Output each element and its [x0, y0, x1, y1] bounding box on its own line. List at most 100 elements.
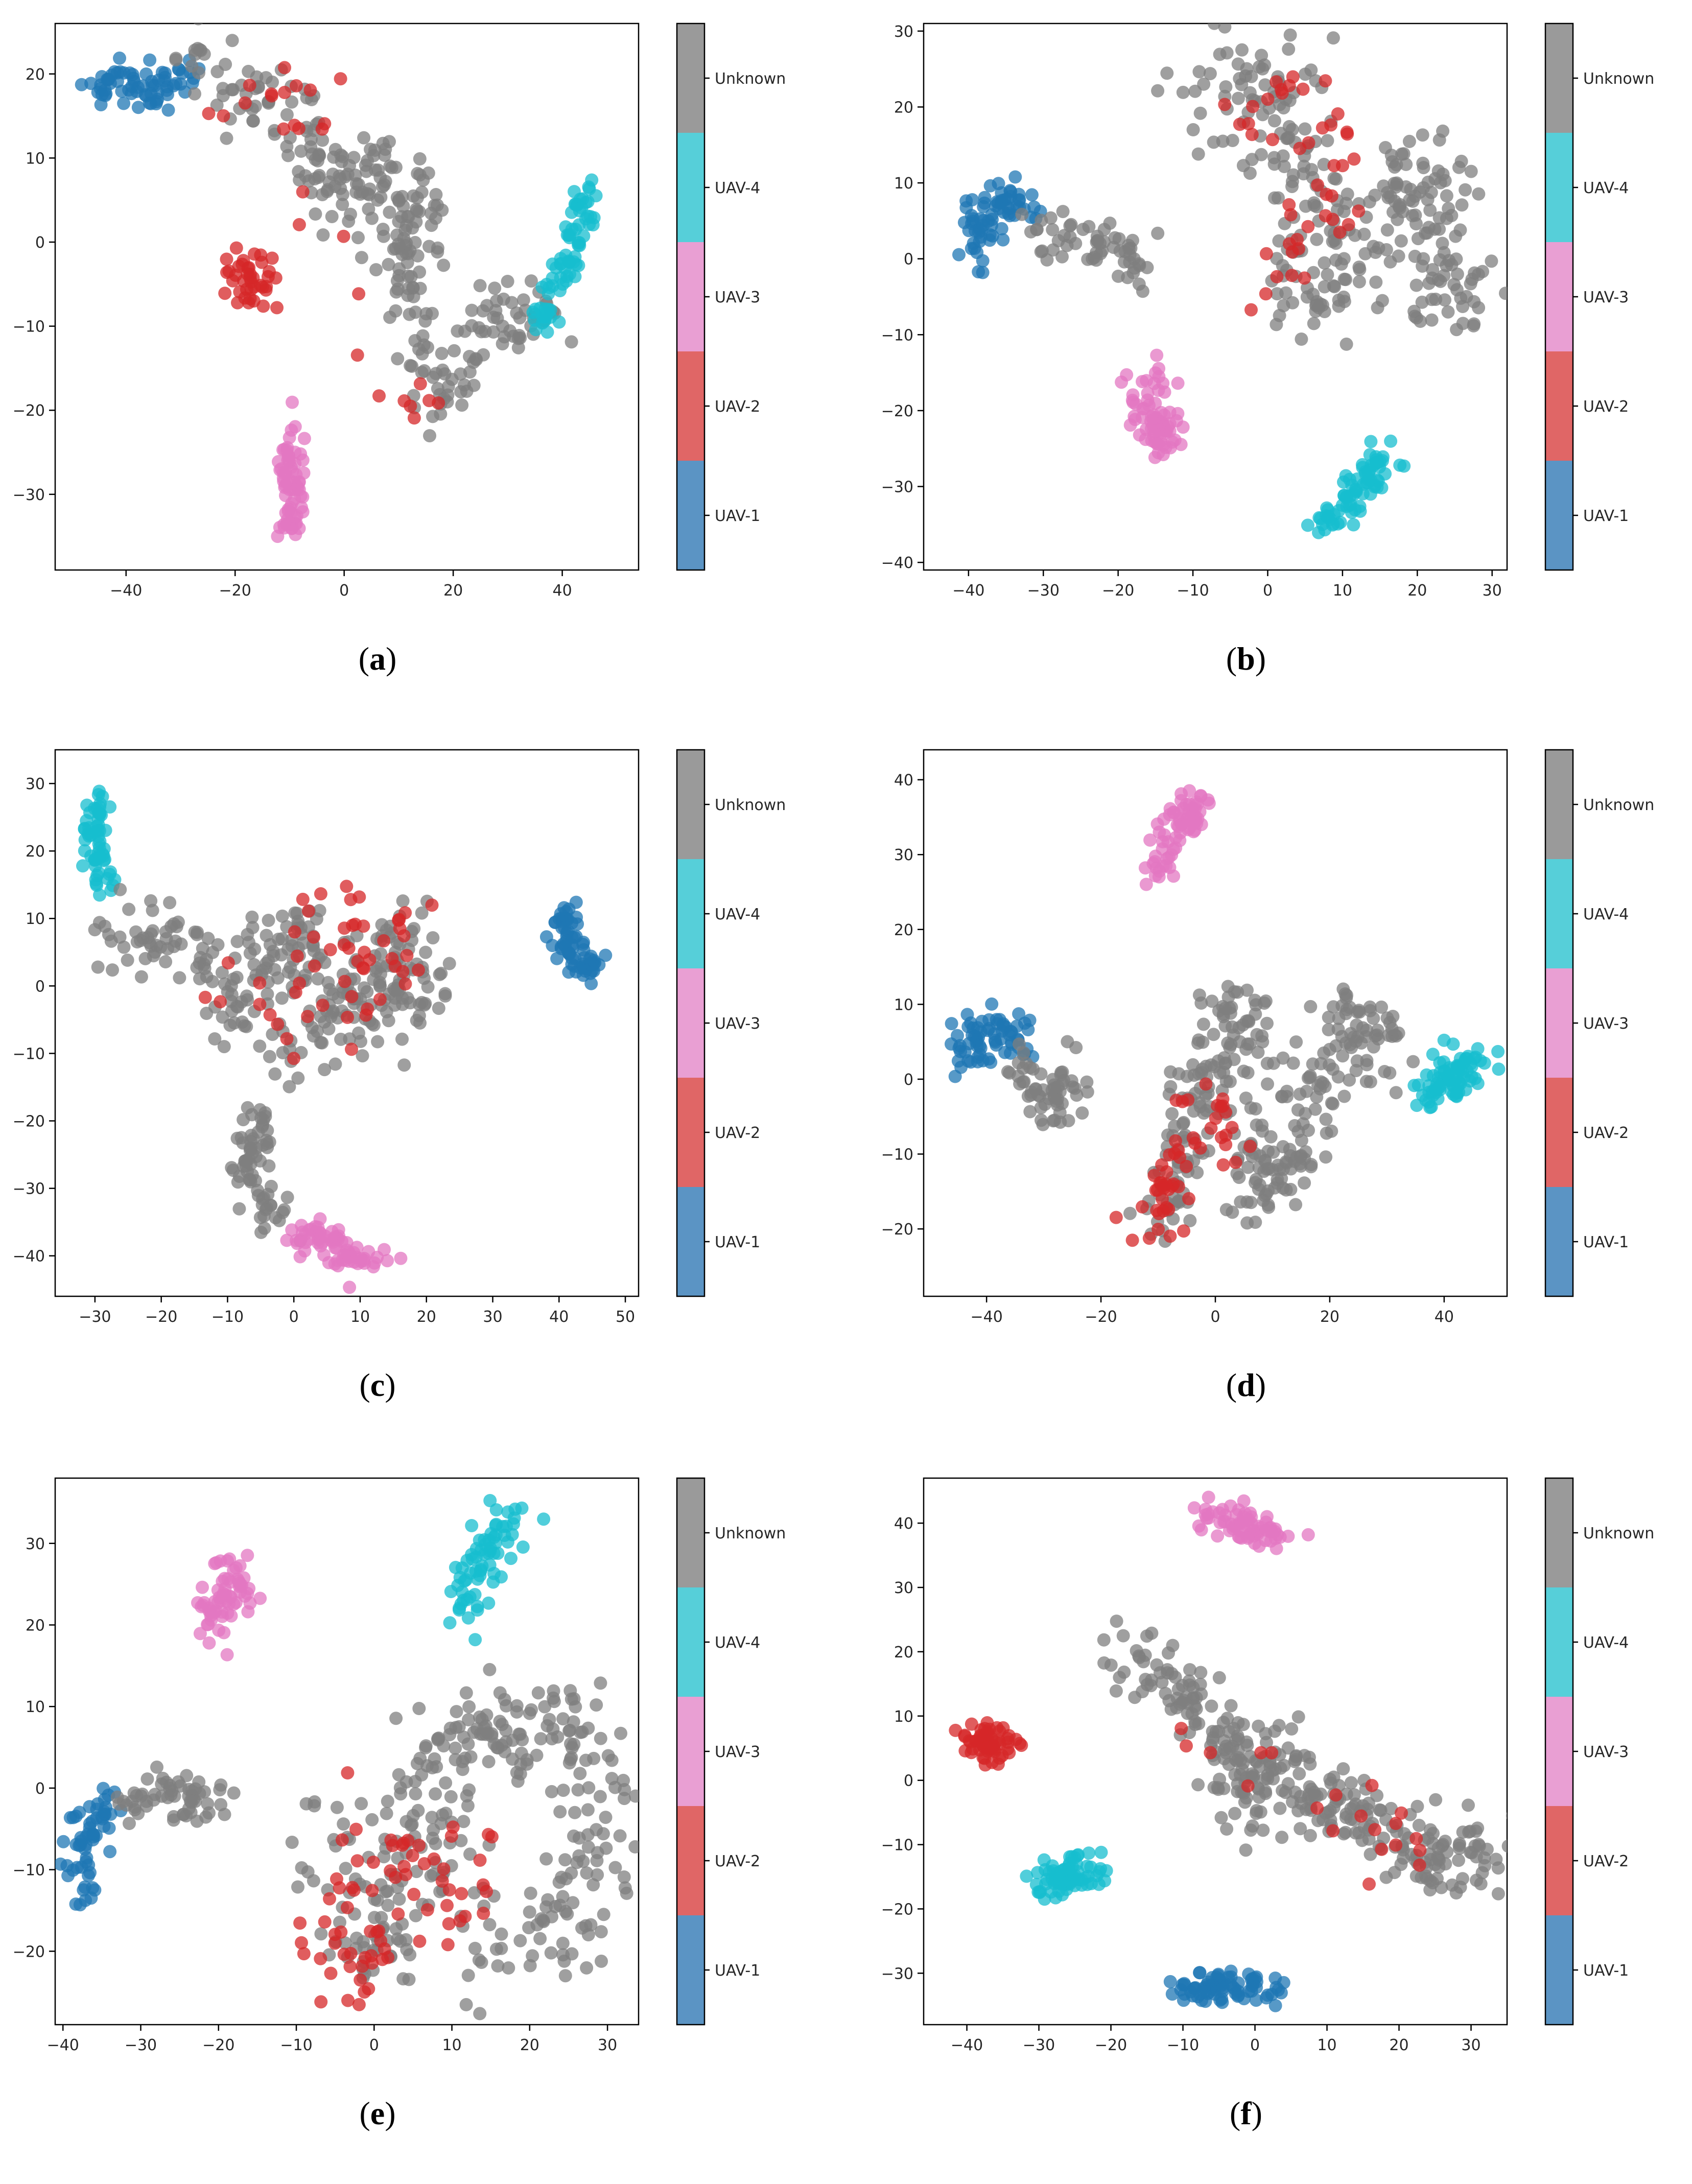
data-point-unknown	[1407, 304, 1421, 318]
data-point-unknown	[335, 155, 348, 169]
caption-close-paren: )	[386, 640, 396, 677]
data-point-uav-2	[341, 1010, 355, 1024]
data-point-uav-2	[391, 1907, 405, 1921]
y-tick-label: −20	[881, 402, 913, 420]
data-point-unknown	[556, 1712, 570, 1726]
colorbar-segment	[1545, 242, 1573, 351]
data-point-unknown	[457, 1815, 471, 1829]
data-point-unknown	[1255, 1029, 1269, 1043]
data-point-uav-1	[98, 1792, 111, 1806]
data-point-unknown	[1431, 1851, 1445, 1865]
data-point-unknown	[343, 1032, 357, 1046]
data-point-unknown	[227, 972, 241, 986]
data-point-uav-1	[951, 1029, 964, 1042]
data-point-unknown	[1246, 1819, 1259, 1833]
data-point-unknown	[1328, 280, 1342, 294]
y-tick-label: 10	[894, 175, 913, 193]
colorbar-segment	[677, 1587, 704, 1697]
data-point-unknown	[247, 958, 261, 971]
data-point-uav-4	[1393, 458, 1407, 472]
y-tick-label: 20	[26, 1617, 45, 1634]
data-point-uav-1	[103, 1845, 117, 1859]
data-point-uav-3	[339, 1253, 353, 1267]
data-point-unknown	[563, 1684, 577, 1698]
data-point-uav-4	[504, 1552, 518, 1565]
data-point-unknown	[1270, 287, 1284, 301]
data-point-uav-1	[70, 1861, 84, 1874]
data-point-uav-2	[288, 925, 301, 939]
data-point-uav-1	[577, 951, 591, 964]
data-point-unknown	[1231, 57, 1245, 71]
data-point-uav-3	[220, 1648, 234, 1661]
data-point-unknown	[1219, 80, 1233, 94]
data-point-uav-2	[377, 934, 391, 947]
data-point-unknown	[374, 1911, 388, 1925]
data-point-unknown	[581, 1928, 595, 1941]
colorbar-frame	[1544, 22, 1574, 571]
data-point-unknown	[1291, 1103, 1305, 1117]
data-point-unknown	[199, 1810, 213, 1824]
data-point-unknown	[225, 988, 239, 1002]
data-point-uav-2	[1327, 159, 1341, 173]
caption-open-paren: (	[359, 2095, 370, 2131]
data-point-unknown	[1293, 1767, 1306, 1781]
data-point-unknown	[253, 1039, 267, 1053]
data-point-unknown	[1258, 1785, 1272, 1798]
y-tick-label: −20	[13, 1113, 45, 1131]
data-point-unknown	[483, 1663, 497, 1676]
data-point-unknown	[316, 133, 330, 147]
data-point-unknown	[1166, 1639, 1180, 1652]
data-point-uav-4	[1082, 1846, 1096, 1860]
data-point-unknown	[1305, 1783, 1319, 1796]
data-point-unknown	[333, 169, 346, 183]
data-point-uav-2	[397, 394, 411, 408]
x-tick-label: 40	[552, 582, 572, 600]
data-point-uav-2	[1286, 70, 1300, 84]
data-point-uav-2	[350, 1854, 364, 1868]
data-point-unknown	[1239, 1843, 1253, 1857]
data-point-uav-2	[289, 985, 302, 999]
data-point-uav-1	[1023, 1013, 1037, 1027]
data-point-uav-4	[486, 1575, 500, 1589]
data-point-unknown	[1219, 1203, 1233, 1217]
data-point-uav-3	[277, 521, 291, 535]
x-tick-label: 0	[369, 2036, 379, 2054]
data-point-uav-3	[279, 466, 292, 480]
data-point-uav-1	[981, 215, 995, 228]
data-point-uav-1	[85, 1814, 99, 1828]
data-point-uav-3	[216, 1589, 229, 1603]
data-point-uav-1	[74, 1838, 87, 1851]
data-point-uav-4	[515, 1501, 529, 1515]
data-point-unknown	[467, 378, 481, 392]
data-point-uav-1	[94, 78, 108, 92]
data-point-uav-2	[221, 956, 235, 970]
data-point-unknown	[477, 1721, 491, 1735]
data-point-unknown	[1423, 1883, 1437, 1897]
data-point-unknown	[1449, 229, 1463, 243]
scatter-panel-b: −40 −30 −20 −10 0 10 20 30 −40 −30 −20 −10 0 10 20 30 UA…	[881, 22, 1654, 677]
data-point-uav-4	[1459, 1052, 1472, 1065]
data-point-uav-1	[578, 964, 592, 978]
data-point-uav-4	[475, 1559, 489, 1573]
data-point-unknown	[513, 1767, 527, 1781]
data-point-uav-3	[295, 501, 308, 514]
data-point-uav-3	[1202, 1490, 1215, 1504]
data-point-unknown	[628, 1840, 639, 1854]
data-point-unknown	[586, 1878, 600, 1892]
data-point-unknown	[1390, 178, 1404, 192]
data-point-unknown	[1404, 182, 1418, 196]
data-point-unknown	[1499, 287, 1507, 300]
data-point-unknown	[1240, 1739, 1254, 1752]
data-point-uav-3	[297, 432, 311, 445]
data-point-unknown	[330, 1800, 344, 1814]
data-point-uav-2	[324, 1966, 338, 1980]
data-point-unknown	[502, 1961, 515, 1975]
data-point-uav-2	[425, 898, 439, 912]
x-tick-label: −30	[1027, 582, 1060, 600]
data-point-uav-4	[1058, 1876, 1071, 1890]
data-point-unknown	[1340, 337, 1353, 351]
data-point-uav-2	[318, 1915, 332, 1929]
data-point-unknown	[1308, 1102, 1322, 1116]
data-point-unknown	[280, 108, 294, 122]
data-point-uav-1	[1244, 1973, 1258, 1986]
